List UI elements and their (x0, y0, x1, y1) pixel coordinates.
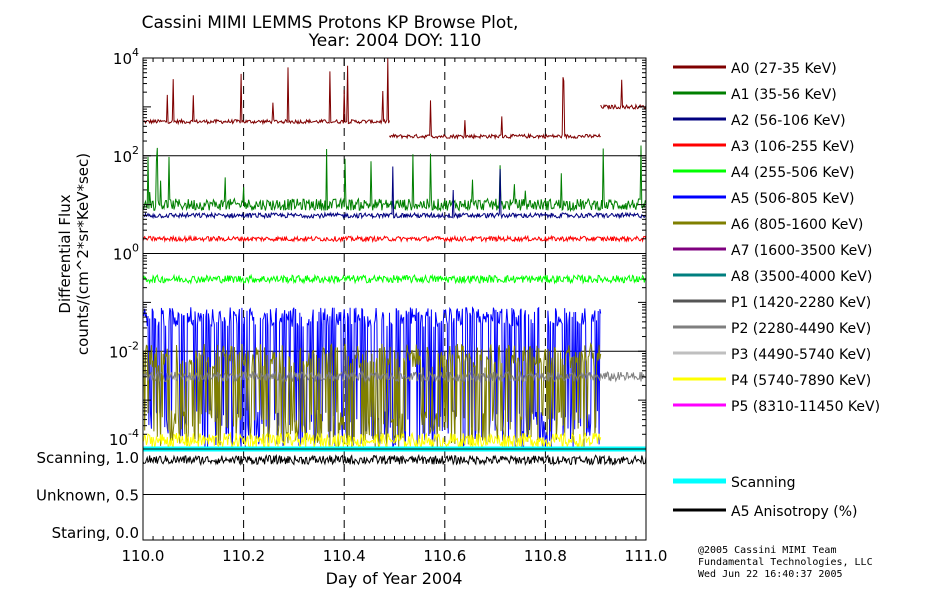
legend-label: P2 (2280-4490 KeV) (731, 321, 871, 337)
y-tick-label: 10-4 (109, 427, 139, 449)
y-tick-label: 10-2 (109, 339, 139, 361)
y-tick-label: 100 (113, 242, 139, 264)
legend-item: A4 (255-506 KeV) (673, 165, 854, 181)
legend-label: A5 (506-805 KeV) (731, 191, 854, 207)
legend-label: A0 (27-35 KeV) (731, 61, 837, 77)
series-line-a3 (142, 234, 647, 244)
legend-item: P3 (4490-5740 KeV) (673, 347, 871, 363)
legend-item: P4 (5740-7890 KeV) (673, 373, 871, 389)
mode-tick-label: Staring, 0.0 (52, 524, 139, 542)
legend-item: A0 (27-35 KeV) (673, 61, 837, 77)
series-line-a5 (142, 306, 602, 449)
y-tick-label: 104 (113, 46, 139, 68)
legend-label: A3 (106-255 KeV) (731, 139, 854, 155)
series-line-a2 (142, 166, 647, 220)
x-tick-label: 110.2 (222, 547, 265, 565)
y-tick-label: 102 (113, 144, 139, 166)
chart-subtitle: Year: 2004 DOY: 110 (308, 31, 482, 51)
x-tick-label: 110.6 (423, 547, 466, 565)
series-line-a0 (389, 77, 601, 141)
x-axis-label: Day of Year 2004 (326, 569, 463, 588)
series-line-a1 (142, 145, 647, 213)
legend-label: P1 (1420-2280 KeV) (731, 295, 871, 311)
legend-item: P1 (1420-2280 KeV) (673, 295, 871, 311)
mode-tick-label: Scanning, 1.0 (36, 449, 139, 467)
anisotropy-line (142, 453, 647, 467)
y-axis-label-2: counts/(cm^2*sr*KeV*sec) (74, 153, 92, 355)
legend-label: Scanning (731, 475, 796, 491)
legend-label: A6 (805-1600 KeV) (731, 217, 863, 233)
series-line-p4 (142, 431, 602, 450)
legend-item: A8 (3500-4000 KeV) (673, 269, 872, 285)
legend-item: A3 (106-255 KeV) (673, 139, 854, 155)
legend-item: A7 (1600-3500 KeV) (673, 243, 872, 259)
legend-label: A1 (35-56 KeV) (731, 87, 837, 103)
legend-item: A1 (35-56 KeV) (673, 87, 837, 103)
legend-item: A5 Anisotropy (%) (673, 504, 858, 520)
legend-label: P3 (4490-5740 KeV) (731, 347, 871, 363)
legend-label: A2 (56-106 KeV) (731, 113, 846, 129)
legend-item: Scanning (673, 475, 796, 491)
legend-item: A2 (56-106 KeV) (673, 113, 846, 129)
footer-copyright: @2005 Cassini MIMI Team (698, 545, 836, 556)
legend-item: P2 (2280-4490 KeV) (673, 321, 871, 337)
legend-label: P5 (8310-11450 KeV) (731, 399, 880, 415)
x-tick-label: 111.0 (625, 547, 668, 565)
series-line-a6 (142, 342, 602, 449)
mode-tick-label: Unknown, 0.5 (36, 487, 139, 505)
footer-company: Fundamental Technologies, LLC (698, 557, 873, 568)
series-line-a4 (142, 273, 647, 285)
legend-item: A5 (506-805 KeV) (673, 191, 854, 207)
footer-timestamp: Wed Jun 22 16:40:37 2005 (698, 569, 843, 580)
x-tick-label: 110.4 (323, 547, 366, 565)
x-tick-label: 110.8 (524, 547, 567, 565)
series-line-a0 (600, 79, 647, 111)
legend-item: P5 (8310-11450 KeV) (673, 399, 880, 415)
legend-label: A5 Anisotropy (%) (731, 504, 858, 520)
legend-item: A6 (805-1600 KeV) (673, 217, 863, 233)
legend-label: A8 (3500-4000 KeV) (731, 269, 872, 285)
x-tick-label: 110.0 (122, 547, 165, 565)
footer: @2005 Cassini MIMI Team Fundamental Tech… (698, 545, 873, 580)
legend-label: A4 (255-506 KeV) (731, 165, 854, 181)
y-axis-label-1: Differential Flux (56, 194, 74, 313)
legend-label: A7 (1600-3500 KeV) (731, 243, 872, 259)
series-line-p2 (142, 370, 647, 384)
legend-label: P4 (5740-7890 KeV) (731, 373, 871, 389)
chart-title: Cassini MIMI LEMMS Protons KP Browse Plo… (142, 13, 519, 33)
series-line-a0 (142, 58, 390, 126)
